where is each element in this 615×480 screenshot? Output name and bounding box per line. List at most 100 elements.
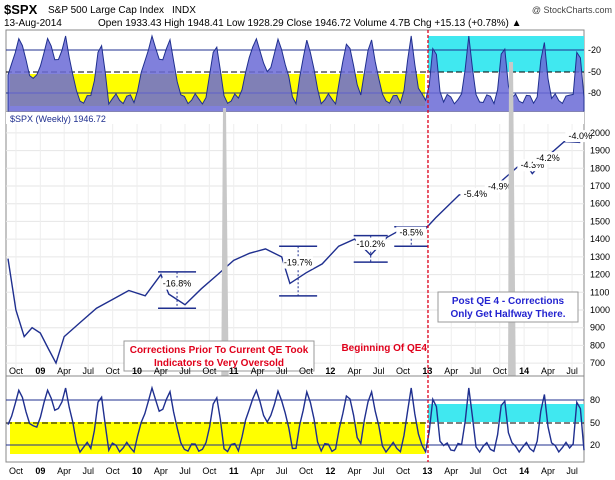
x-tick-label: 09 <box>35 366 45 376</box>
x-tick-label: 12 <box>325 366 335 376</box>
note-box-prior <box>123 340 315 372</box>
x-tick-label: Jul <box>179 466 191 476</box>
x-tick-label: Oct <box>9 366 24 376</box>
x-tick-label: Oct <box>493 366 508 376</box>
x-tick-label: Oct <box>396 366 411 376</box>
correction-label-bg <box>162 277 193 290</box>
x-tick-label: 12 <box>325 466 335 476</box>
correction-label-bg <box>532 152 563 165</box>
correction-label: -8.5% <box>399 228 423 238</box>
x-tick-label: 14 <box>519 466 529 476</box>
y-tick-label: 1000 <box>590 305 610 315</box>
x-tick-label: Jul <box>470 366 482 376</box>
y-tick-label: 1800 <box>590 163 610 173</box>
top-oscillator <box>7 34 585 113</box>
y-tick-label: 900 <box>590 323 605 333</box>
y-tick-label: 1700 <box>590 181 610 191</box>
chart-date: 13-Aug-2014 <box>4 18 62 29</box>
correction-markers: -16.8%-19.7%-10.2%-8.5%-5.4%-4.9%-4.3%-4… <box>158 130 596 309</box>
x-tick-label: Oct <box>106 366 121 376</box>
x-tick-label: Apr <box>57 366 71 376</box>
x-tick-label: Apr <box>348 366 362 376</box>
x-tick-label: Oct <box>106 466 121 476</box>
correction-label: -4.9% <box>488 181 512 191</box>
main-panel-frame <box>5 111 585 377</box>
correction-label: -4.0% <box>569 131 593 141</box>
note-post-line1: Post QE 4 - Corrections <box>452 296 565 307</box>
y-tick-label: 1900 <box>590 146 610 156</box>
correction-label: -16.8% <box>163 279 192 289</box>
correction-marker: -10.2% <box>353 234 388 263</box>
y-tick-label: 800 <box>590 340 605 350</box>
note-prior-line1: Corrections Prior To Current QE Took <box>130 345 309 356</box>
symbol: $SPX <box>4 2 38 17</box>
x-tick-label: Oct <box>493 466 508 476</box>
correction-label-bg <box>484 180 515 193</box>
x-tick-label: Jul <box>179 366 191 376</box>
index-name: S&P 500 Large Cap Index <box>48 5 164 16</box>
note-qe4-start: Beginning Of QE4 <box>341 343 427 354</box>
bottom-tick-80: 80 <box>590 395 600 405</box>
y-tick-label: 1600 <box>590 199 610 209</box>
x-tick-label: Apr <box>541 466 555 476</box>
price-legend: $SPX (Weekly) 1946.72 <box>10 114 106 124</box>
x-tick-label: Oct <box>202 466 217 476</box>
x-tick-label: 11 <box>229 366 239 376</box>
correction-label-bg <box>396 226 427 239</box>
x-tick-label: Oct <box>299 466 314 476</box>
price-panel: $SPX (Weekly) 1946.72 -16.8% -19.7% -10.2%… <box>5 62 610 416</box>
x-tick-label: Apr <box>251 366 265 376</box>
note-box-post <box>437 291 579 323</box>
correction-marker: -4.9% <box>484 180 515 193</box>
y-tick-label: 1100 <box>590 287 609 297</box>
y-tick-label: 1500 <box>590 216 610 226</box>
y-tick-label: 1400 <box>590 234 610 244</box>
x-tick-label: Jul <box>373 366 385 376</box>
chart-header: $SPX S&P 500 Large Cap Index INDX 13-Aug… <box>4 2 612 29</box>
top-tick-20: -20 <box>588 45 601 55</box>
x-tick-label: 10 <box>132 366 142 376</box>
x-tick-label: 13 <box>422 466 432 476</box>
correction-marker: -4.2% <box>532 152 563 165</box>
x-tick-label: Jul <box>276 466 288 476</box>
x-tick-label: Apr <box>444 366 458 376</box>
correction-label-bg <box>355 237 386 250</box>
x-tick-label: Apr <box>57 466 71 476</box>
x-tick-label: Oct <box>202 366 217 376</box>
top-tick-80: -80 <box>588 88 601 98</box>
x-tick-label: Apr <box>251 466 265 476</box>
x-tick-label: Oct <box>9 466 24 476</box>
correction-marker: -8.5% <box>394 225 429 247</box>
exchange: INDX <box>172 5 196 16</box>
x-tick-label: Jul <box>470 466 482 476</box>
x-tick-label: Oct <box>396 466 411 476</box>
y-tick-label: 1300 <box>590 252 610 262</box>
correction-label: -4.3% <box>521 160 545 170</box>
correction-label-bg <box>460 188 491 201</box>
x-tick-label: 09 <box>35 466 45 476</box>
correction-label-bg <box>565 130 596 143</box>
bottom-tick-50: 50 <box>590 418 600 428</box>
bottom-tick-20: 20 <box>590 440 600 450</box>
x-tick-label: 14 <box>519 366 529 376</box>
x-tick-label: Apr <box>348 466 362 476</box>
x-tick-label: Jul <box>566 466 578 476</box>
x-tick-label: Jul <box>83 466 95 476</box>
y-tick-label: 700 <box>590 358 605 368</box>
quote-line: Open 1933.43 High 1948.41 Low 1928.29 Cl… <box>98 18 522 29</box>
pointer-old-cycle <box>221 108 229 416</box>
x-tick-label: Apr <box>541 366 555 376</box>
x-tick-label: Apr <box>154 466 168 476</box>
main-y-axis: 2000 1900 1800 1700 1600 1500 1400 1300 1200 1100… <box>590 128 610 368</box>
correction-marker: -4.0% <box>565 130 596 143</box>
x-tick-label: Jul <box>83 366 95 376</box>
correction-label: -19.7% <box>284 258 313 268</box>
x-axis-bottom: Oct 09 Apr Jul Oct 10 Apr Jul Oct 11 Apr Jul Oct 12 Ap… <box>9 466 578 476</box>
correction-label: -10.2% <box>356 239 385 249</box>
correction-marker: -16.8% <box>158 271 197 309</box>
y-tick-label: 1200 <box>590 270 610 280</box>
correction-label-bg <box>283 256 314 269</box>
x-tick-label: 11 <box>229 466 239 476</box>
bottom-oscillator <box>7 385 585 454</box>
